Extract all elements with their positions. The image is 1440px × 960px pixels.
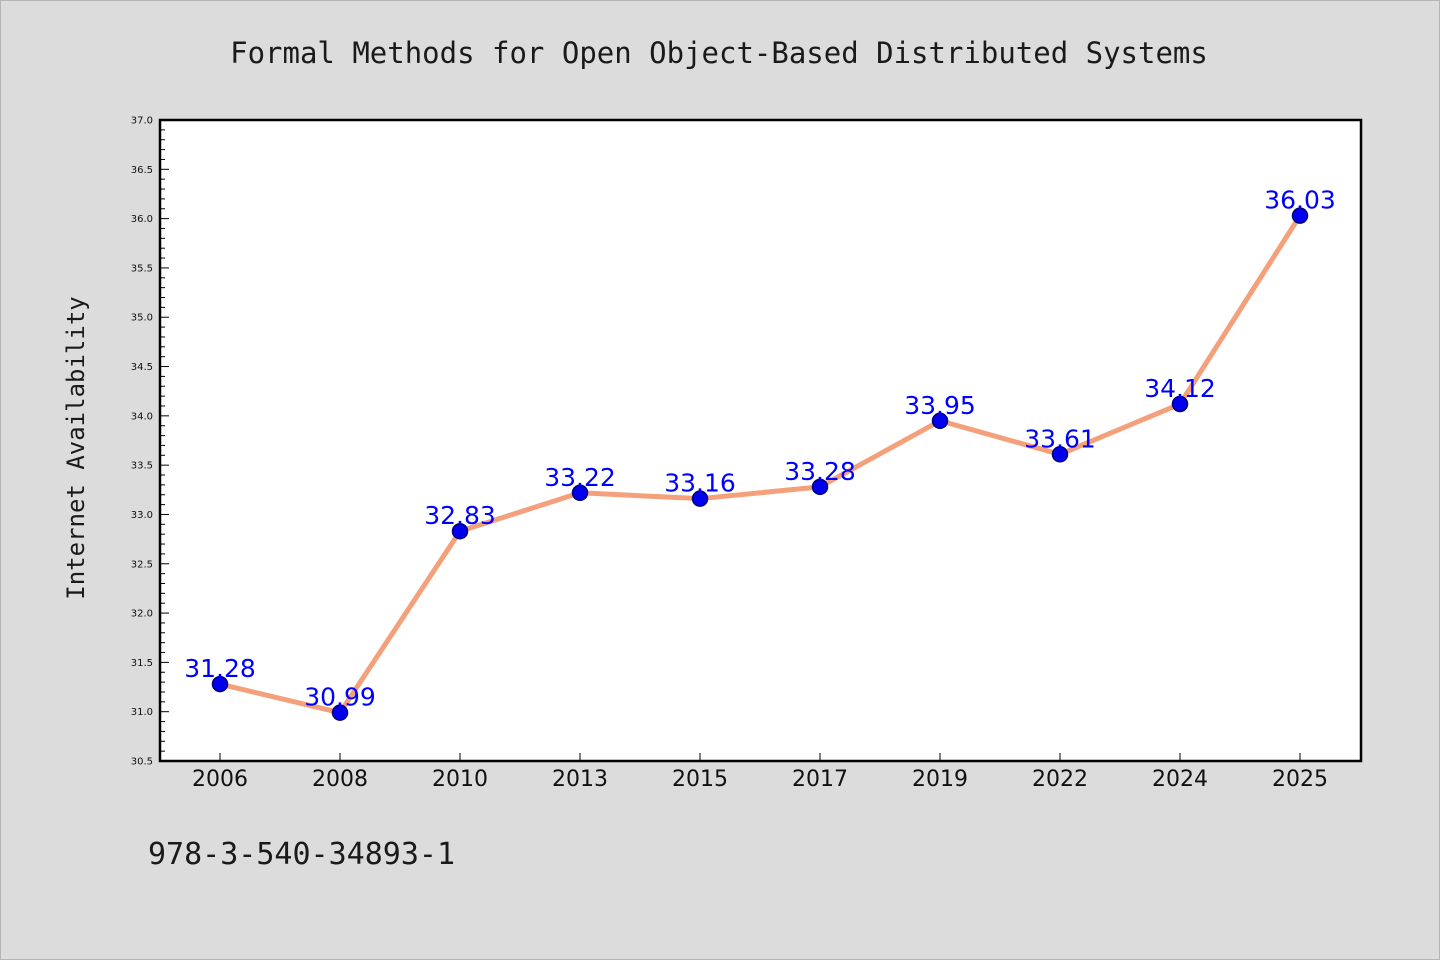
x-tick-label: 2015 bbox=[672, 767, 728, 792]
x-tick-label: 2017 bbox=[792, 767, 848, 792]
y-tick-label: 36.5 bbox=[131, 165, 153, 176]
y-tick-label: 37.0 bbox=[131, 116, 153, 127]
data-point bbox=[1291, 207, 1309, 224]
y-tick-label: 30.5 bbox=[131, 757, 153, 768]
data-point bbox=[451, 522, 469, 540]
data-label: 30.99 bbox=[304, 683, 376, 712]
data-label: 31.28 bbox=[184, 654, 256, 683]
x-tick-label: 2024 bbox=[1152, 767, 1208, 792]
plot-area bbox=[158, 118, 1363, 763]
data-label: 33.22 bbox=[544, 463, 616, 492]
footnote-isbn: 978-3-540-34893-1 bbox=[148, 837, 455, 872]
data-label: 36.03 bbox=[1264, 186, 1336, 215]
y-axis: 30.5 31.0 31.5 32.0 32.5 33.0 33.5 34.0 34.5 35.0… bbox=[131, 116, 169, 768]
x-tick-label: 2025 bbox=[1272, 767, 1328, 792]
data-labels: 31.28 30.99 32.83 33.22 33.16 33.28 33.95 33.61… bbox=[184, 186, 1336, 712]
data-point bbox=[811, 478, 829, 496]
y-tick-label: 32.5 bbox=[131, 559, 153, 570]
series-line bbox=[217, 213, 1303, 716]
x-tick-label: 2019 bbox=[912, 767, 968, 792]
data-label: 33.16 bbox=[664, 469, 736, 498]
y-tick-label: 31.0 bbox=[131, 707, 153, 718]
y-tick-label: 35.0 bbox=[131, 313, 153, 324]
y-tick-label: 33.0 bbox=[131, 510, 153, 521]
data-point bbox=[931, 412, 949, 430]
data-label: 33.61 bbox=[1024, 424, 1096, 453]
data-point bbox=[211, 675, 229, 693]
data-point bbox=[571, 484, 589, 502]
data-label: 33.95 bbox=[904, 391, 976, 420]
data-label: 33.28 bbox=[784, 457, 856, 486]
data-label: 32.83 bbox=[424, 501, 496, 530]
x-tick-label: 2013 bbox=[552, 767, 608, 792]
y-tick-label: 33.5 bbox=[131, 461, 153, 472]
series-layer bbox=[211, 207, 1309, 721]
data-point bbox=[1171, 395, 1189, 413]
y-tick-label: 34.0 bbox=[131, 411, 153, 422]
y-tick-label: 31.5 bbox=[131, 658, 153, 669]
y-tick-label: 35.5 bbox=[131, 263, 153, 274]
data-point bbox=[691, 490, 709, 507]
data-point bbox=[331, 704, 349, 721]
x-tick-label: 2006 bbox=[192, 767, 248, 792]
x-axis: 2006 2008 2010 2013 2015 2017 2019 2022 2024 2025 bbox=[192, 753, 1328, 792]
x-tick-label: 2008 bbox=[312, 767, 368, 792]
x-tick-label: 2022 bbox=[1032, 767, 1088, 792]
data-point bbox=[1051, 446, 1069, 463]
y-tick-label: 36.0 bbox=[131, 214, 153, 225]
y-axis-label: Internet Availability bbox=[62, 296, 90, 599]
x-tick-label: 2010 bbox=[432, 767, 488, 792]
y-tick-label: 34.5 bbox=[131, 362, 153, 373]
y-tick-label: 32.0 bbox=[131, 609, 153, 620]
chart-title: Formal Methods for Open Object-Based Dis… bbox=[230, 36, 1208, 70]
data-label: 34.12 bbox=[1144, 374, 1216, 403]
